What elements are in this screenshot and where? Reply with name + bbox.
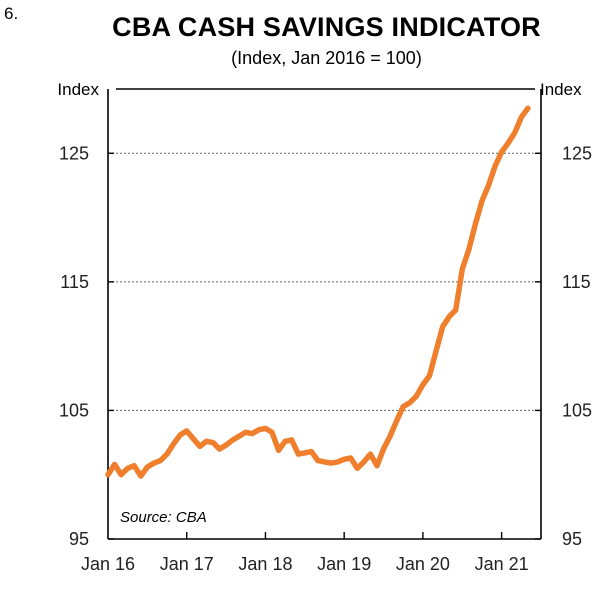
x-tick-label: Jan 20 <box>396 554 450 574</box>
chart-subtitle: (Index, Jan 2016 = 100) <box>231 48 422 68</box>
x-tick-label: Jan 17 <box>160 554 214 574</box>
y-tick-marks <box>108 152 541 540</box>
y-axis-label-right: Index <box>540 80 582 99</box>
y-tick-labels-right: 95 105 115 125 <box>562 143 592 549</box>
x-tick-label: Jan 16 <box>81 554 135 574</box>
y-tick-label-left: 125 <box>59 143 89 163</box>
gridlines <box>108 152 541 411</box>
y-axis-label-left: Index <box>57 80 99 99</box>
x-tick-label: Jan 21 <box>475 554 529 574</box>
x-tick-marks <box>186 532 503 539</box>
series-line-cash-savings <box>105 105 531 479</box>
source-note: Source: CBA <box>120 509 207 526</box>
y-tick-label-left: 105 <box>59 400 89 420</box>
x-tick-labels: Jan 16 Jan 17 Jan 18 Jan 19 Jan 20 Jan 21 <box>81 554 529 574</box>
y-tick-label-left: 115 <box>60 272 89 292</box>
x-tick-label: Jan 19 <box>317 554 371 574</box>
y-tick-labels-left: 95 105 115 125 <box>59 143 89 549</box>
chart-title: CBA CASH SAVINGS INDICATOR <box>112 12 541 42</box>
y-tick-label-right: 95 <box>562 529 582 549</box>
x-tick-label: Jan 18 <box>238 554 292 574</box>
y-tick-label-right: 115 <box>562 272 591 292</box>
y-tick-label-left: 95 <box>69 529 89 549</box>
y-tick-label-right: 125 <box>562 143 592 163</box>
y-tick-label-right: 105 <box>562 400 592 420</box>
figure-number: 6. <box>4 4 19 23</box>
